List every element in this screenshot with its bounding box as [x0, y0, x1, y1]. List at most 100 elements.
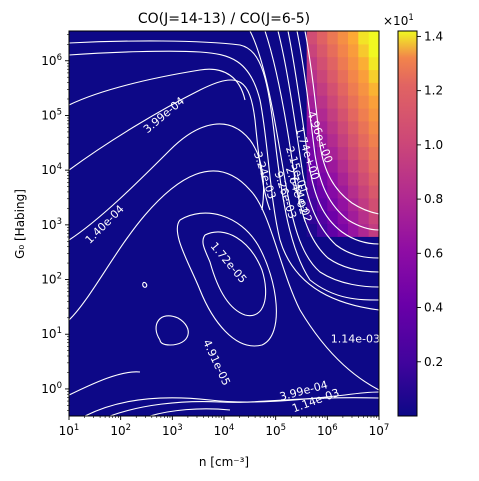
contour-line — [304, 31, 379, 215]
contour-line — [155, 315, 189, 346]
heatmap-cell — [348, 172, 359, 186]
heatmap-cell — [368, 159, 379, 173]
heatmap-cell — [358, 197, 370, 212]
heatmap-cell — [358, 95, 370, 109]
contour-line — [69, 79, 271, 211]
contour-line — [69, 68, 246, 106]
x-tick-label: 107 — [369, 423, 390, 438]
contour-line — [69, 170, 379, 391]
contour-label: 1.14e-03 — [331, 333, 380, 346]
heatmap-cell — [317, 146, 328, 160]
y-axis-label: G₀ [Habing] — [13, 189, 27, 259]
heatmap-cell — [358, 56, 370, 71]
heatmap-cell — [317, 159, 328, 173]
heatmap-cell — [317, 31, 328, 45]
x-tick-label: 105 — [265, 423, 286, 438]
heatmap-cell — [317, 133, 328, 148]
heatmap-cell — [306, 146, 318, 160]
heatmap-cell — [317, 210, 328, 225]
heatmap-cell — [327, 56, 339, 71]
contour-line — [69, 123, 265, 241]
colorbar-tick-label: 1.2 — [424, 84, 443, 98]
heatmap-cell — [327, 133, 339, 148]
heatmap-cell — [317, 172, 328, 186]
heatmap-cell — [358, 223, 370, 237]
heatmap-cell — [368, 185, 379, 199]
heatmap-cell — [306, 43, 318, 58]
colorbar-ticks: 0.2 0.4 0.6 0.8 1.0 1.2 1.4 — [417, 29, 443, 369]
heatmap-cell — [348, 95, 359, 109]
colorbar-tick-label: 1.0 — [424, 138, 443, 152]
heatmap-cell — [368, 82, 379, 96]
heatmap-cell — [317, 69, 328, 83]
heatmap-cell — [358, 185, 370, 199]
heatmap-cell — [348, 185, 359, 199]
heatmap-cell — [327, 185, 339, 199]
contour-line — [264, 31, 379, 273]
heatmap-cell — [317, 95, 328, 109]
heatmap-cell — [306, 210, 318, 225]
heatmap-cell — [337, 108, 349, 122]
y-tick-label: 106 — [41, 53, 62, 68]
x-tick-label: 103 — [162, 423, 183, 438]
heatmap-cell — [337, 210, 349, 225]
x-tick-label: 106 — [317, 423, 338, 438]
heatmap-cell — [337, 133, 349, 148]
contour-line — [69, 371, 141, 396]
heatmap-cell — [306, 108, 318, 122]
y-tick-label: 104 — [41, 162, 62, 177]
heatmap-cell — [358, 82, 370, 96]
heatmap-cell — [348, 223, 359, 237]
contour-line — [149, 408, 231, 416]
heatmap-cell — [358, 69, 370, 83]
heatmap-cell — [368, 133, 379, 148]
heatmap-cell — [348, 43, 359, 58]
heatmap-cell — [337, 159, 349, 173]
heatmap-cell — [337, 43, 349, 58]
heatmap-cell — [317, 82, 328, 96]
heatmap-cell — [348, 82, 359, 96]
contour-line — [69, 40, 379, 301]
heatmap-cell — [368, 146, 379, 160]
x-tick-label: 104 — [214, 423, 235, 438]
heatmap-cell — [306, 223, 318, 237]
contour-line — [202, 231, 267, 317]
heatmap-cell — [337, 69, 349, 83]
y-tick-label: 100 — [41, 381, 62, 396]
heatmap-cell — [348, 108, 359, 122]
heatmap-cell — [337, 31, 349, 45]
y-tick-label: 102 — [41, 272, 62, 287]
heatmap-cell — [337, 146, 349, 160]
heatmap-cell — [317, 43, 328, 58]
heatmap-cell — [358, 146, 370, 160]
heatmap-cell — [368, 108, 379, 122]
heatmap-cell — [358, 210, 370, 225]
contour-line — [109, 397, 379, 416]
heatmap-cell — [337, 95, 349, 109]
heatmap-cell — [368, 95, 379, 109]
heatmap-cell — [306, 197, 318, 212]
contour-line — [69, 50, 379, 311]
heatmap-cell — [306, 56, 318, 71]
heatmap-cell — [337, 185, 349, 199]
heatmap-cell — [368, 69, 379, 83]
colorbar-multiplier: ×101 — [383, 13, 414, 28]
heatmap-cell — [368, 120, 379, 135]
heatmap-cell — [358, 120, 370, 135]
heatmap-cell — [317, 108, 328, 122]
heatmap-cell — [317, 223, 328, 237]
heatmap-cell — [317, 56, 328, 71]
y-tick-label: 101 — [41, 326, 62, 341]
heatmap-cell — [358, 133, 370, 148]
heatmap-cell — [348, 31, 359, 45]
y-tick-label: 103 — [41, 217, 62, 232]
heatmap-cell — [327, 31, 339, 45]
plot-area: 1.40e-043.99e-043.24e-039.26e-032.64e-02… — [69, 31, 380, 416]
heatmap-cell — [337, 82, 349, 96]
contour-line — [176, 212, 277, 347]
heatmap-cell — [327, 146, 339, 160]
x-axis: 101 102 103 104 105 106 107 — [59, 416, 390, 438]
heatmap-cell — [317, 185, 328, 199]
colorbar — [397, 30, 418, 417]
